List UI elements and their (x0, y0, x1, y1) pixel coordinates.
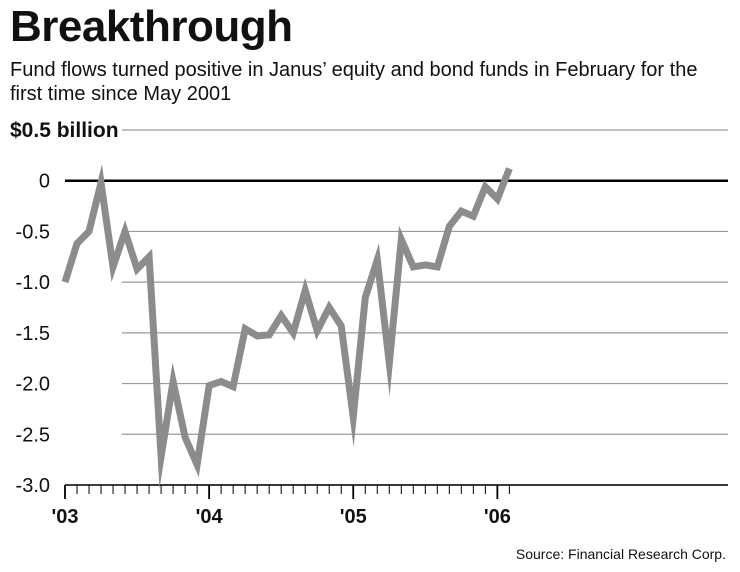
x-tick-label: '04 (196, 506, 224, 528)
series-layer (61, 164, 513, 489)
source-note: Source: Financial Research Corp. (515, 546, 726, 562)
y-tick-label: -2.5 (16, 424, 50, 446)
x-tick-label: '06 (484, 506, 511, 528)
x-tick-label: '05 (340, 506, 367, 528)
chart-title: Breakthrough (10, 2, 293, 51)
y-axis-ticks: $0.5 billion 0 -0.5 -1.0 -1.5 -2.0 -2.5 -3.0 (10, 119, 119, 497)
chart-subtitle: Fund flows turned positive in Janus’ equ… (10, 59, 698, 105)
y-tick-label: -0.5 (16, 221, 50, 243)
y-tick-label: -1.0 (16, 272, 50, 294)
y-tick-label: -3.0 (16, 475, 50, 497)
x-tick-label: '03 (51, 506, 78, 528)
y-tick-label: 0 (39, 171, 50, 193)
y-axis-unit-label: $0.5 billion (10, 119, 119, 142)
y-tick-label: -1.5 (16, 323, 50, 345)
series-line (61, 164, 513, 489)
y-tick-label: -2.0 (16, 374, 50, 396)
x-axis: '03 '04 '05 '06 (51, 484, 728, 528)
